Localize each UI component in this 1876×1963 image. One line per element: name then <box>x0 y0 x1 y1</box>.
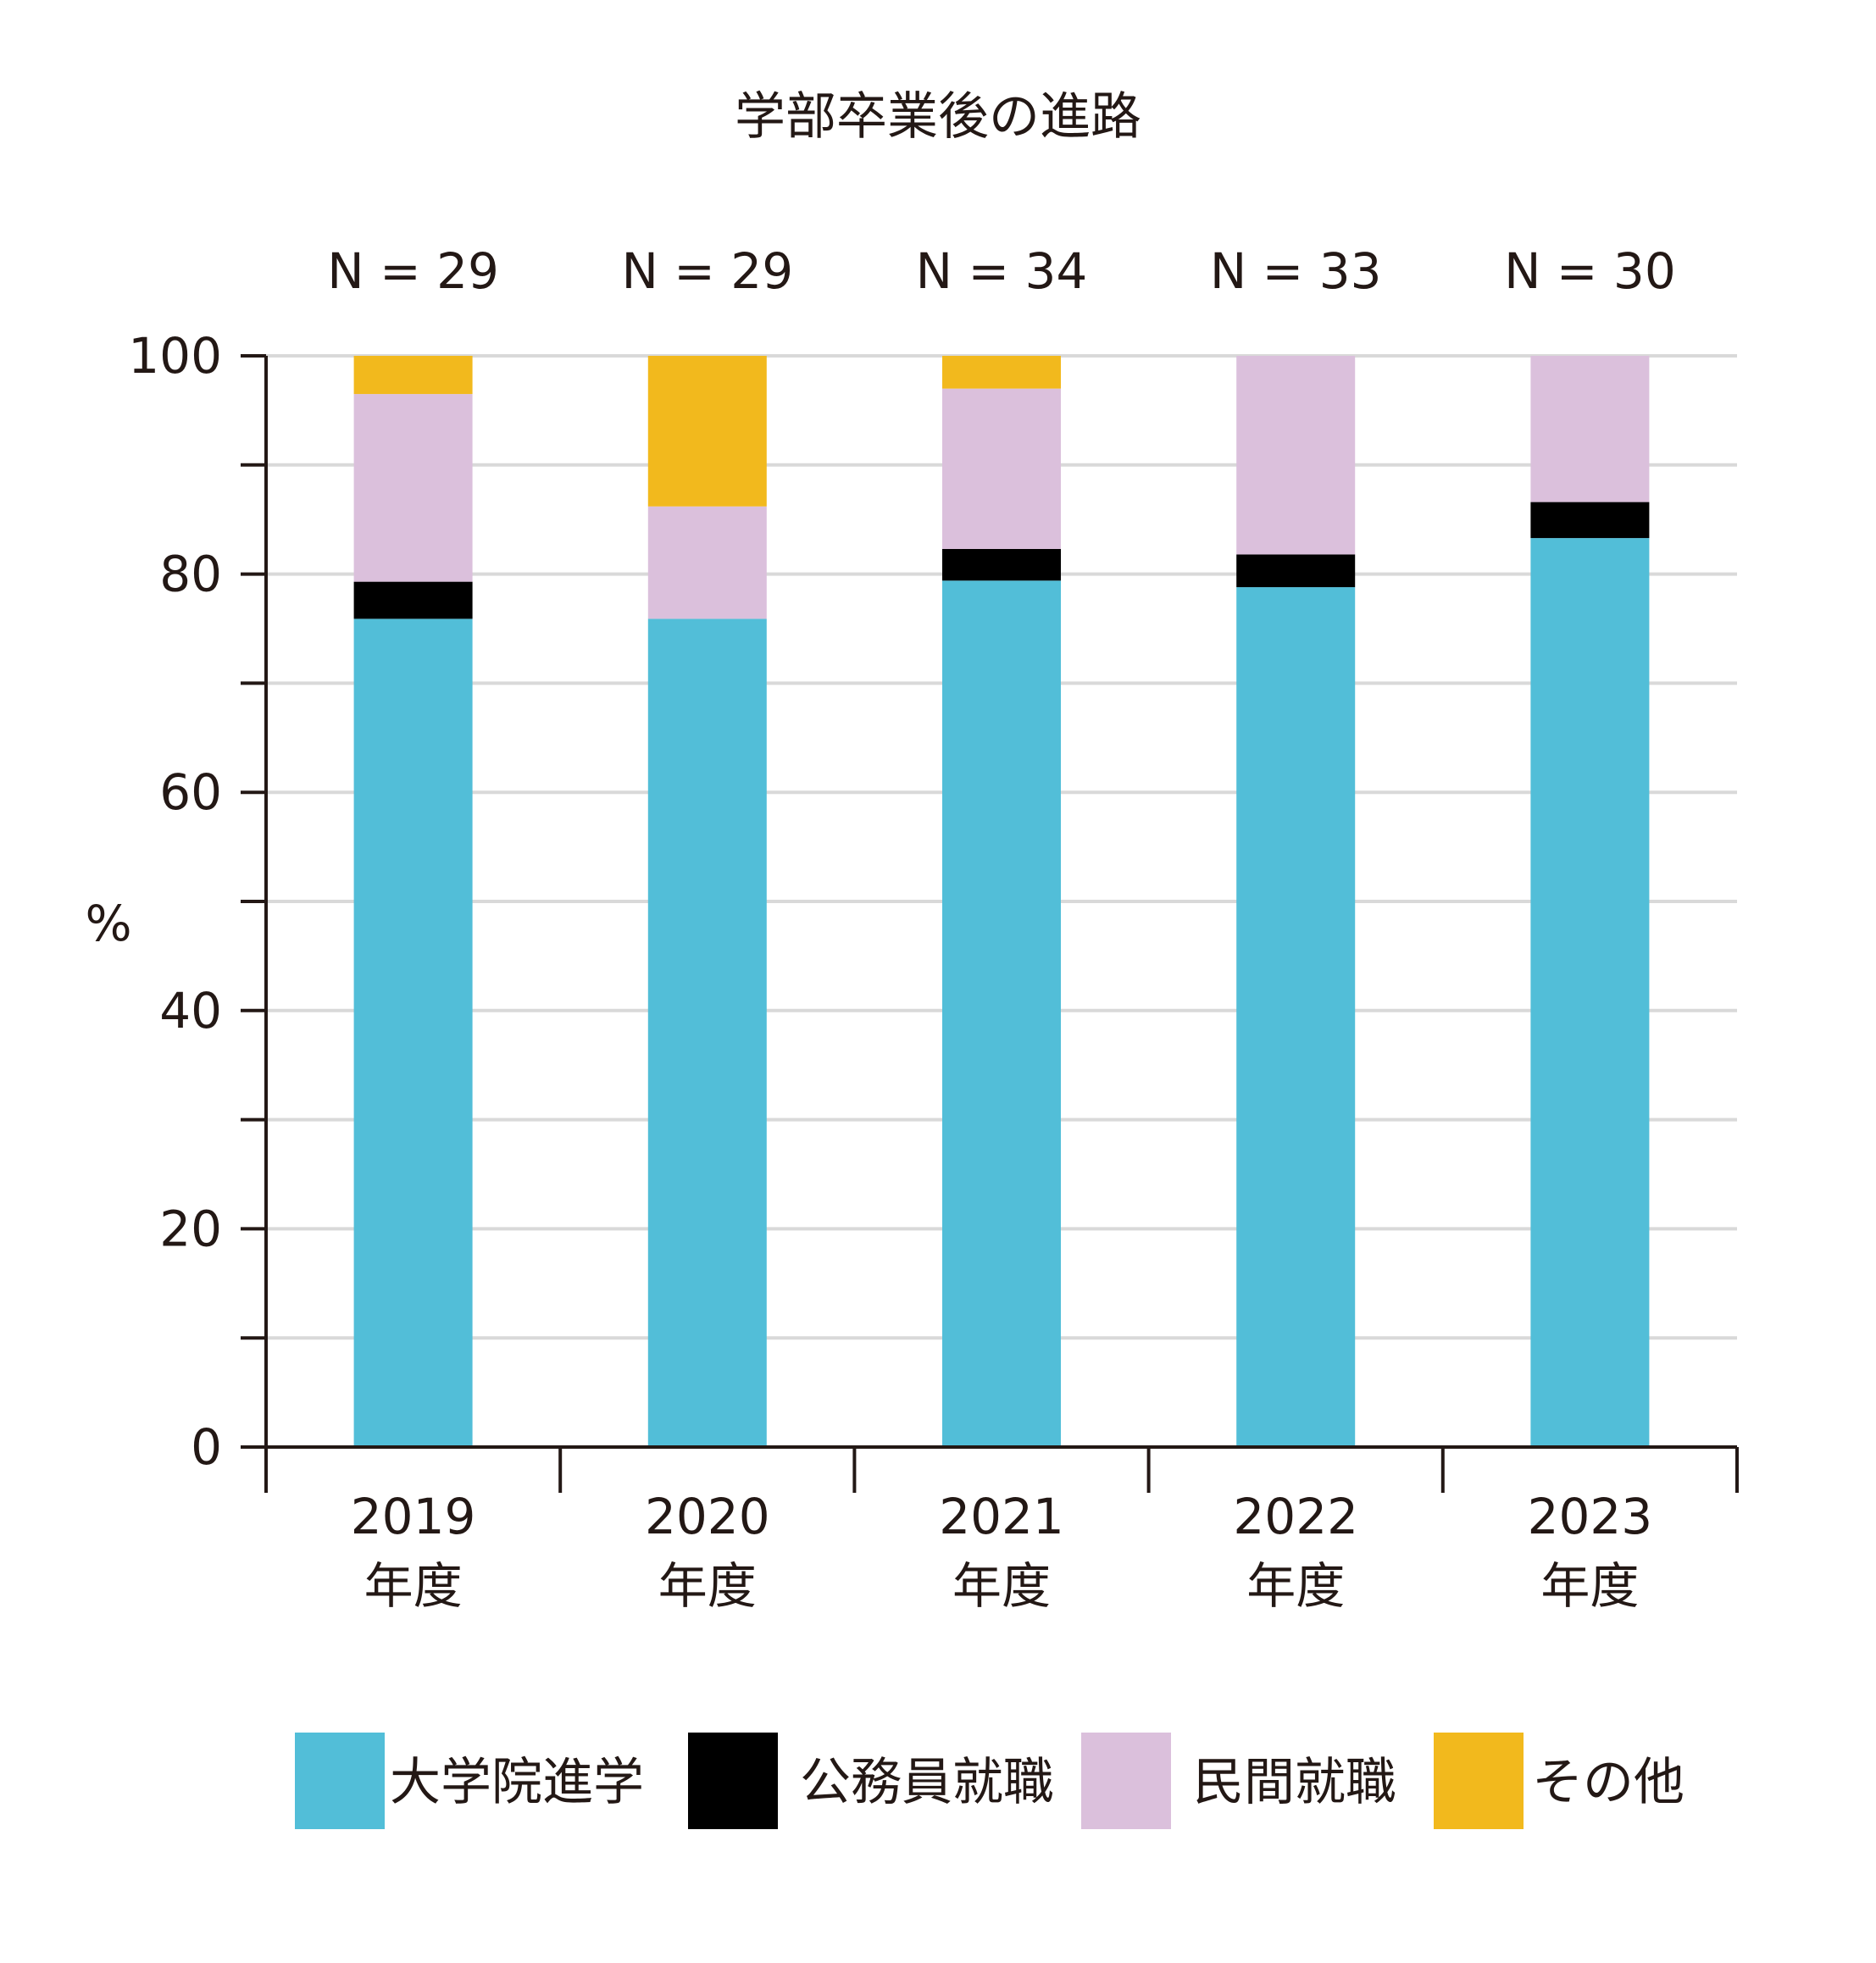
n-label: N = 29 <box>327 242 499 300</box>
x-tick-label: 2020 <box>645 1488 770 1545</box>
x-tick-label-suffix: 年度 <box>952 1557 1051 1615</box>
y-tick-label: 0 <box>191 1418 222 1476</box>
x-tick-label: 2022 <box>1233 1488 1358 1545</box>
legend-swatch <box>688 1733 778 1829</box>
legend-label: 公務員就職 <box>800 1753 1054 1812</box>
bar-segment-2020-3 <box>647 356 767 507</box>
bar-segment-2019-1 <box>353 581 473 619</box>
y-tick-label: 20 <box>159 1200 222 1257</box>
n-label: N = 29 <box>621 242 793 300</box>
x-tick-label-suffix: 年度 <box>364 1557 463 1615</box>
legend-swatch <box>1081 1733 1171 1829</box>
bar-segment-2022-2 <box>1236 356 1356 555</box>
n-label: N = 34 <box>916 242 1088 300</box>
bar-segment-2021-1 <box>942 548 1061 581</box>
x-tick-label: 2019 <box>351 1488 476 1545</box>
bar-segment-2023-2 <box>1530 356 1650 502</box>
legend-swatch <box>1434 1733 1524 1829</box>
n-label: N = 33 <box>1210 242 1382 300</box>
bar-segment-2022-0 <box>1236 587 1356 1447</box>
bar-segment-2023-0 <box>1530 538 1650 1448</box>
x-tick-label-suffix: 年度 <box>658 1557 757 1615</box>
y-tick-label: 100 <box>128 327 222 385</box>
axes <box>241 354 1739 1493</box>
bar-segment-2023-1 <box>1530 502 1650 539</box>
y-tick-label: 80 <box>159 546 222 603</box>
x-tick-label: 2021 <box>939 1488 1064 1545</box>
chart-title: 学部卒業後の進路 <box>735 87 1141 147</box>
bar-segment-2019-3 <box>353 356 473 395</box>
bar-segment-2021-3 <box>942 356 1061 389</box>
bar-segment-2022-1 <box>1236 554 1356 588</box>
legend: 大学院進学 公務員就職 民間就職 その他 <box>295 1733 1685 1829</box>
bar-segment-2019-0 <box>353 618 473 1447</box>
y-tick-label: 60 <box>159 763 222 821</box>
bar-segment-2021-2 <box>942 388 1061 549</box>
bars <box>353 356 1650 1448</box>
labels: N = 29 2019 年度 N = 29 2020 年度 N = 34 2021 年度 N = … <box>128 242 1675 1615</box>
x-tick-label-suffix: 年度 <box>1246 1557 1345 1615</box>
legend-swatch <box>295 1733 385 1829</box>
y-tick-label: 40 <box>159 982 222 1040</box>
x-tick-label: 2023 <box>1528 1488 1653 1545</box>
bar-segment-2020-0 <box>647 618 767 1447</box>
y-axis-label: % <box>85 895 131 952</box>
x-tick-label-suffix: 年度 <box>1540 1557 1639 1615</box>
legend-label: 民間就職 <box>1193 1753 1396 1812</box>
legend-label: その他 <box>1532 1753 1685 1812</box>
bar-segment-2020-2 <box>647 506 767 619</box>
bar-segment-2019-2 <box>353 394 473 582</box>
bar-segment-2021-0 <box>942 580 1061 1447</box>
n-label: N = 30 <box>1504 242 1676 300</box>
legend-label: 大学院進学 <box>390 1753 644 1812</box>
